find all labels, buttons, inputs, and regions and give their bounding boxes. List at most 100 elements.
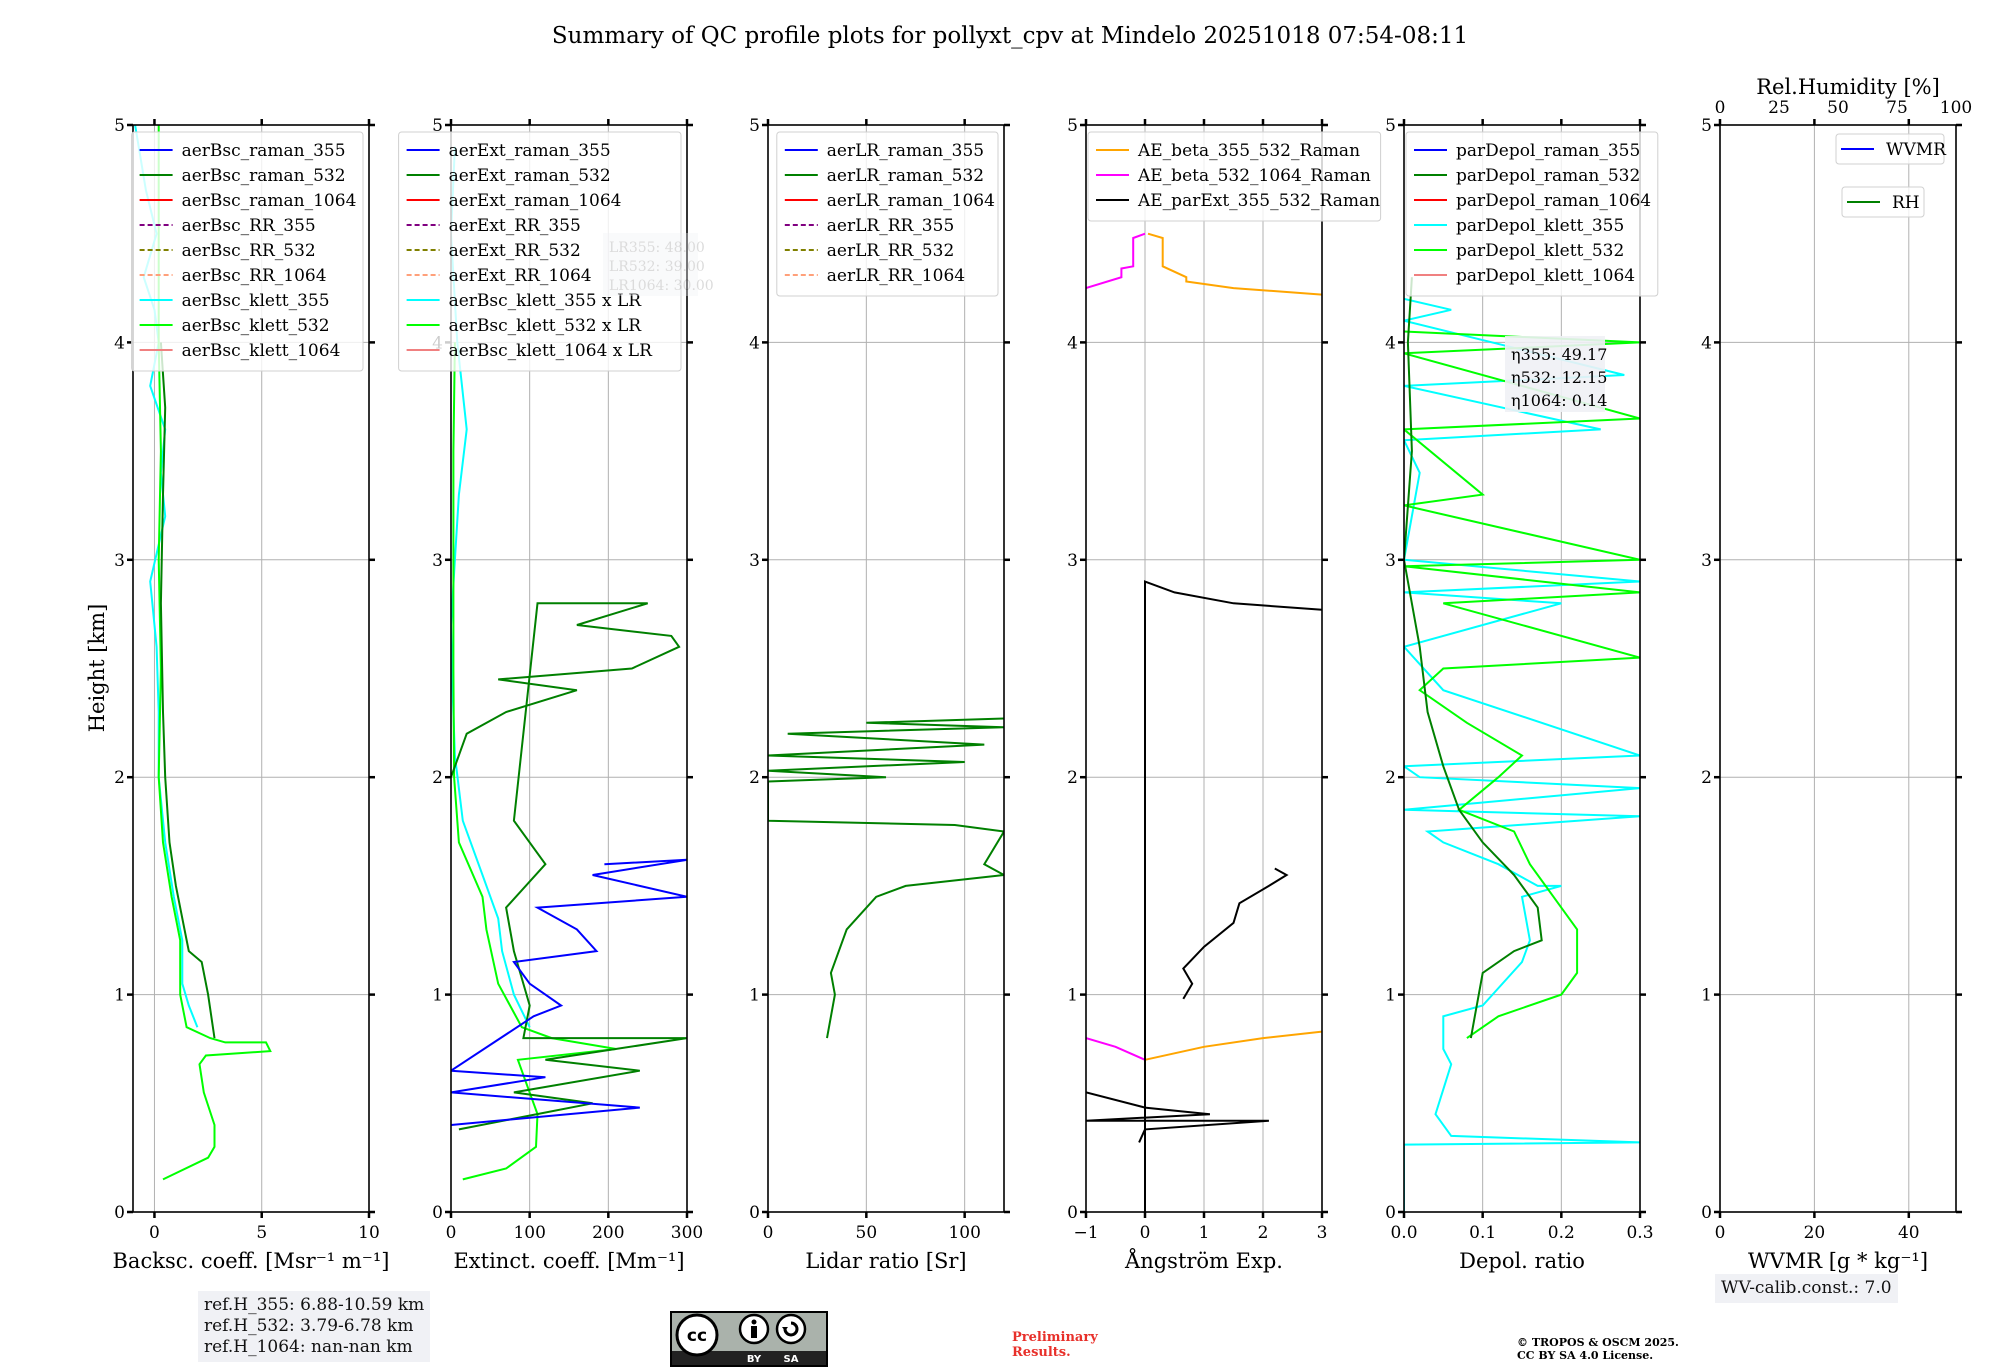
preliminary-results-note: Preliminary Results.	[1012, 1330, 1098, 1360]
y-tick-label: 3	[114, 551, 125, 571]
wv-calib-box: WV-calib.const.: 7.0	[1715, 1274, 1898, 1303]
y-tick-label: 2	[1701, 768, 1712, 788]
top-x-tick-label: 100	[1940, 98, 1972, 118]
lr-value: LR532: 39.00	[609, 259, 705, 275]
x-tick-label: 300	[671, 1223, 703, 1243]
legend-label: aerBsc_raman_532	[182, 166, 346, 186]
copyright-note: © TROPOS & OSCM 2025. CC BY SA 4.0 Licen…	[1517, 1336, 1679, 1362]
series-AE_parExt_355_532_Raman_low	[1086, 1091, 1269, 1143]
x-tick-label: 5	[256, 1223, 267, 1243]
y-tick-label: 5	[749, 116, 760, 136]
x-axis-label: Backsc. coeff. [Msr⁻¹ m⁻¹]	[113, 1249, 390, 1273]
axes-frame	[1403, 124, 1641, 1213]
legend-label: aerExt_RR_532	[449, 241, 581, 261]
x-axis-label: Lidar ratio [Sr]	[805, 1249, 966, 1273]
legend-label: AE_beta_532_1064_Raman	[1137, 166, 1371, 186]
top-x-tick-label: 25	[1768, 98, 1790, 118]
cc-icon: cc	[675, 1313, 719, 1357]
eta-calibration-box: η355: 49.17 η532: 12.15 η1064: 0.14	[1505, 336, 1607, 412]
series-group	[1404, 277, 1640, 1212]
series-parDepol_raman_532	[1404, 277, 1543, 1039]
y-tick-label: 3	[432, 551, 443, 571]
legend-box	[1405, 131, 1659, 297]
x-tick-label: 2	[1258, 1223, 1269, 1243]
series-aerExt_raman_532	[451, 602, 687, 1131]
share-alike-icon	[775, 1313, 807, 1345]
axes-frame	[450, 124, 688, 1213]
y-tick-label: 2	[114, 768, 125, 788]
legend: aerExt_raman_355 aerExt_raman_532 aerExt_r…	[398, 131, 682, 372]
y-tick-label: 0	[1067, 1203, 1078, 1223]
legend-label: aerExt_raman_532	[449, 166, 611, 186]
legend-box	[1841, 186, 1925, 218]
x-tick-label: 3	[1317, 1223, 1328, 1243]
x-tick-label: 0	[1715, 1223, 1726, 1243]
ref-height-532: ref.H_532: 3.79-6.78 km	[204, 1316, 414, 1336]
legend-label: aerBsc_raman_355	[182, 141, 346, 161]
legend-label: aerBsc_klett_355	[182, 291, 330, 311]
series-aerExt_raman_355	[451, 858, 687, 1126]
x-tick-label: 50	[856, 1223, 878, 1243]
legend-label: aerBsc_klett_1064 x LR	[449, 341, 653, 361]
legend-label: aerBsc_RR_532	[182, 241, 316, 261]
panel-extinction: 0100200300012345Extinct. coeff. [Mm⁻¹]ae…	[398, 116, 714, 1273]
x-tick-label: 0.3	[1626, 1223, 1653, 1243]
x-tick-label: 0	[149, 1223, 160, 1243]
y-tick-label: 4	[749, 333, 760, 353]
ref-height-box: ref.H_355: 6.88-10.59 km ref.H_532: 3.79…	[198, 1291, 431, 1362]
axes-frame	[767, 124, 1005, 1213]
y-tick-label: 3	[1385, 551, 1396, 571]
series-aerBsc_klett_532 x LR	[452, 342, 617, 1181]
x-axis-label: WVMR [g * kg⁻¹]	[1748, 1249, 1928, 1273]
legend-label: aerExt_RR_355	[449, 216, 581, 236]
y-tick-label: 2	[749, 768, 760, 788]
panel-lidar_ratio: 0 50 100 0 1 2 3 4 5 Lidar ratio [Sr] aerLR_raman_…	[749, 116, 1010, 1273]
lr-box-bg	[603, 233, 698, 296]
eta-value: η355: 49.17	[1511, 345, 1607, 364]
legend-wvmr: WVMR	[1835, 133, 1947, 165]
y-tick-label: 5	[1067, 116, 1078, 136]
legend-label: aerExt_raman_355	[449, 141, 611, 161]
axes-frame	[132, 124, 370, 1213]
eta-value: η532: 12.15	[1511, 368, 1607, 387]
series-group	[1086, 232, 1322, 1212]
y-tick-label: 0	[114, 1203, 125, 1223]
x-tick-label: 100	[948, 1223, 980, 1243]
x-axis-label: Depol. ratio	[1459, 1249, 1585, 1273]
y-tick-label: 4	[114, 333, 125, 353]
y-tick-label: 2	[1385, 768, 1396, 788]
x-tick-label: 1	[1199, 1223, 1210, 1243]
legend-label: aerLR_RR_532	[827, 241, 954, 261]
y-tick-label: 2	[432, 768, 443, 788]
legend-label: parDepol_raman_532	[1456, 166, 1640, 186]
lr-value: LR1064: 30.00	[609, 278, 714, 294]
series-aerBsc_klett_532	[157, 125, 272, 1181]
legend: parDepol_raman_355 parDepol_raman_532 parD…	[1405, 131, 1659, 297]
legend-label: aerLR_RR_355	[827, 216, 954, 236]
series-AE_parExt_355_532_Raman	[1144, 580, 1322, 1212]
legend-label: parDepol_klett_532	[1456, 241, 1624, 261]
series-group	[768, 717, 1004, 1039]
legend-label: WVMR	[1886, 140, 1947, 160]
ref-height-1064: ref.H_1064: nan-nan km	[204, 1337, 413, 1357]
x-tick-label: 200	[592, 1223, 624, 1243]
y-tick-label: 5	[114, 116, 125, 136]
x-tick-label: 40	[1898, 1223, 1920, 1243]
by-attribution-icon	[738, 1313, 770, 1345]
y-tick-label: 1	[114, 986, 125, 1006]
legend-label: aerBsc_klett_532 x LR	[449, 316, 643, 336]
legend-label: aerBsc_klett_1064	[182, 341, 341, 361]
panel-depol: 0.0 0.1 0.2 0.3 0 1 2 3 4 5 Depol. ratio parDepol_r…	[1385, 116, 1659, 1273]
legend-label: aerExt_RR_1064	[449, 266, 592, 286]
axes-frame	[1719, 124, 1957, 1213]
series-parDepol_klett_532	[1404, 330, 1640, 1039]
legend: aerLR_raman_355 aerLR_raman_532 aerLR_rama…	[776, 131, 999, 297]
legend-label: aerBsc_klett_355 x LR	[449, 291, 643, 311]
legend-label: aerLR_raman_1064	[827, 191, 995, 211]
legend-label: parDepol_raman_1064	[1456, 191, 1651, 211]
legend-label: aerLR_raman_355	[827, 141, 984, 161]
eta-box-bg	[1505, 336, 1605, 412]
x-tick-label: 0.1	[1469, 1223, 1496, 1243]
